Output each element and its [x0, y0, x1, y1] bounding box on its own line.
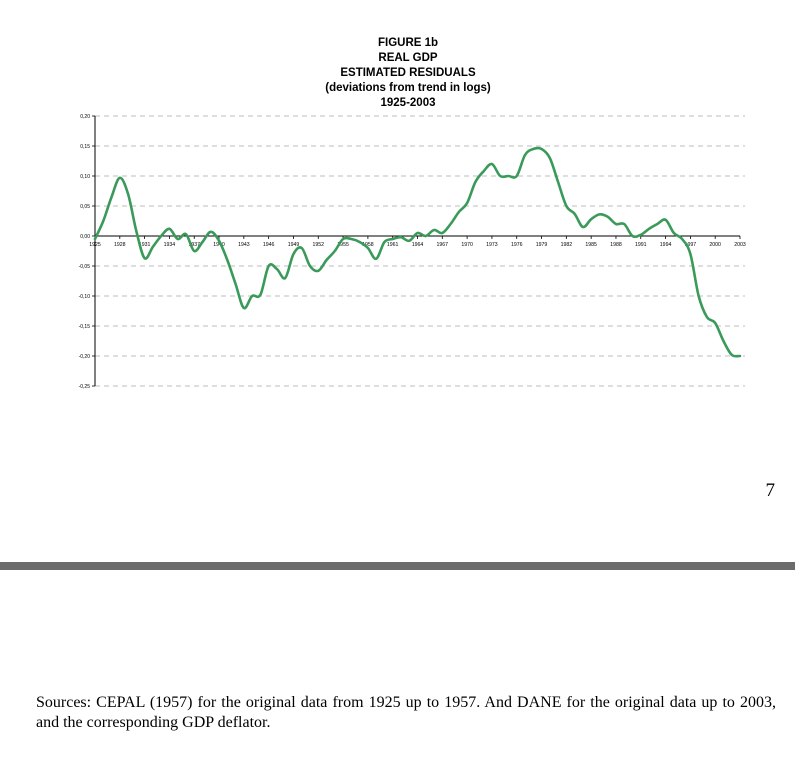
y-tick-label: 0,15	[80, 144, 90, 150]
y-tick-label: 0,20	[80, 114, 90, 120]
x-tick-label: 1967	[437, 242, 449, 248]
page-number: 7	[765, 480, 776, 501]
chart-title-line-4: (deviations from trend in logs)	[325, 82, 491, 94]
y-tick-label: 0,00	[80, 234, 90, 240]
chart-title-line-3: ESTIMATED RESIDUALS	[340, 67, 476, 79]
chart-title-line-1: FIGURE 1b	[377, 37, 439, 49]
x-tick-label: 1943	[238, 242, 250, 248]
x-tick-label: 2000	[709, 242, 721, 248]
x-tick-label: 1955	[337, 242, 349, 248]
x-tick-label: 1982	[561, 242, 573, 248]
y-tick-label: 0,05	[80, 204, 90, 210]
line-chart: 0,20 0,15 0,10 0,05 0,00 -0,05 -0,10 -0,15 -0,20…	[79, 114, 746, 390]
page-divider	[0, 562, 795, 570]
x-tick-label: 1991	[635, 242, 647, 248]
x-tick-label: 1979	[536, 242, 548, 248]
y-tick-label: -0,20	[79, 354, 91, 360]
chart-title-line-5: 1925-2003	[380, 97, 436, 109]
x-tick-label: 1928	[114, 242, 126, 248]
x-tick-label: 1940	[213, 242, 225, 248]
x-tick-label: 1976	[511, 242, 523, 248]
y-tick-label: 0,10	[80, 174, 90, 180]
x-tick-label: 1973	[486, 242, 498, 248]
x-tick-label: 1970	[461, 242, 473, 248]
y-tick-label: -0,05	[79, 264, 91, 270]
series-line	[93, 146, 742, 358]
x-tick-label: 1958	[362, 242, 374, 248]
chart-title-line-2: REAL GDP	[378, 52, 438, 64]
sources-note: Sources: CEPAL (1957) for the original d…	[36, 694, 776, 731]
y-tick-label: -0,15	[79, 324, 91, 330]
x-tick-label: 1964	[412, 242, 424, 248]
x-tick-label: 1985	[585, 242, 597, 248]
x-tick-label: 1934	[164, 242, 176, 248]
x-tick-label: 1925	[89, 242, 101, 248]
chart-title: FIGURE 1b REAL GDP ESTIMATED RESIDUALS (…	[258, 36, 558, 111]
x-tick-label: 1997	[685, 242, 697, 248]
x-tick-label: 1988	[610, 242, 622, 248]
x-tick-label: 1946	[263, 242, 275, 248]
x-tick-label: 1949	[288, 242, 300, 248]
x-tick-label: 1931	[139, 242, 151, 248]
x-tick-label: 1961	[387, 242, 399, 248]
y-tick-label: -0,25	[79, 384, 91, 390]
y-tick-label: -0,10	[79, 294, 91, 300]
x-tick-label: 2003	[734, 242, 746, 248]
x-tick-label: 1952	[312, 242, 324, 248]
x-tick-label: 1994	[660, 242, 672, 248]
x-tick-label: 1937	[188, 242, 200, 248]
